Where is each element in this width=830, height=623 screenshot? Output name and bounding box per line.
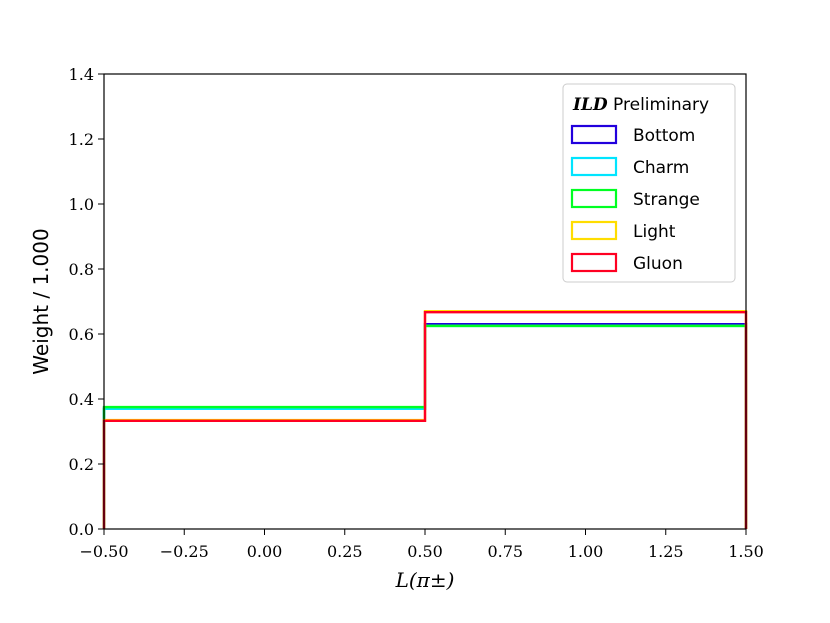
series-layer bbox=[102, 310, 748, 529]
y-tick-label: 0.4 bbox=[69, 390, 94, 409]
x-tick-label: −0.25 bbox=[160, 542, 209, 561]
legend-label-bottom: Bottom bbox=[633, 126, 695, 146]
x-tick-label: 0.00 bbox=[247, 542, 283, 561]
legend-title-rest: Preliminary bbox=[608, 95, 709, 115]
legend-swatch-bottom bbox=[570, 124, 618, 145]
legend-swatch-light bbox=[570, 220, 618, 241]
legend-label-strange: Strange bbox=[633, 190, 700, 210]
y-tick-label: 1.0 bbox=[69, 195, 94, 214]
y-tick-label: 1.2 bbox=[69, 130, 94, 149]
x-tick-label: 1.50 bbox=[728, 542, 764, 561]
x-tick-label: 1.00 bbox=[568, 542, 604, 561]
x-tick-label: 1.25 bbox=[648, 542, 684, 561]
x-tick-label: 0.50 bbox=[407, 542, 443, 561]
x-axis-label: L(π±) bbox=[395, 568, 455, 592]
y-tick-label: 0.2 bbox=[69, 455, 94, 474]
legend-label-light: Light bbox=[633, 222, 676, 242]
legend-box bbox=[562, 83, 736, 283]
legend-swatch-strange bbox=[570, 188, 618, 209]
legend-title: ILD Preliminary bbox=[572, 95, 709, 115]
y-tick-label: 0.6 bbox=[69, 325, 94, 344]
x-tick-label: 0.25 bbox=[327, 542, 363, 561]
legend-swatch-gluon bbox=[570, 252, 618, 273]
series-gluon-step bbox=[102, 311, 748, 529]
ticks-layer: −0.50 −0.25 0.00 0.25 0.50 0.75 1.00 1.25 1.50 0.… bbox=[69, 65, 764, 561]
legend: ILD Preliminary Bottom Charm Strange Light Gl… bbox=[562, 83, 736, 283]
y-tick-label: 0.0 bbox=[69, 520, 94, 539]
legend-title-bold: ILD bbox=[572, 95, 608, 115]
y-tick-label: 0.8 bbox=[69, 260, 94, 279]
y-tick-label: 1.4 bbox=[69, 65, 94, 84]
y-axis-label: Weight / 1.000 bbox=[29, 228, 53, 374]
x-tick-label: −0.50 bbox=[79, 542, 128, 561]
x-tick-label: 0.75 bbox=[487, 542, 523, 561]
legend-label-gluon: Gluon bbox=[633, 254, 683, 274]
legend-label-charm: Charm bbox=[633, 158, 689, 178]
legend-swatch-charm bbox=[570, 156, 618, 177]
